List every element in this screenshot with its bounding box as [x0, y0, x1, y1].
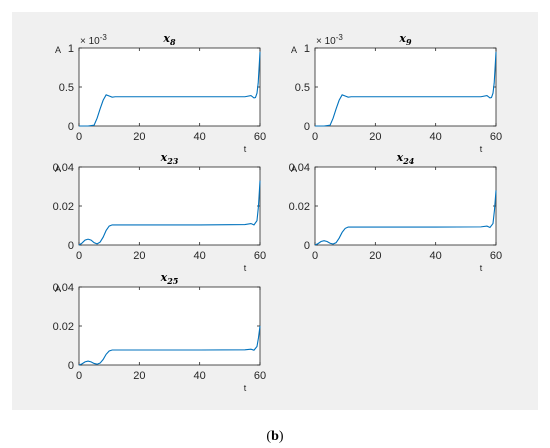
x-tick-label: 0: [76, 250, 82, 262]
x-axis-label: t: [480, 144, 483, 154]
axes-box: [314, 166, 497, 246]
y-tick-label: 0.5: [59, 82, 74, 94]
caption: (b): [266, 429, 283, 444]
y-tick-label: 0.04: [53, 282, 74, 294]
y-tick-label: 1: [68, 43, 74, 55]
y-axis-label: A: [55, 45, 61, 55]
subplot-title: x25: [160, 271, 179, 286]
series-line: [78, 180, 261, 246]
x-axis-label: t: [480, 263, 483, 273]
x-tick-label: 60: [254, 370, 266, 382]
subplot-title: x23: [160, 151, 179, 166]
y-tick-label: 0.04: [289, 162, 310, 174]
x-tick-label: 40: [194, 131, 206, 143]
x-tick-label: 40: [430, 131, 442, 143]
axes-box: [78, 47, 261, 127]
x-tick-label: 0: [312, 131, 318, 143]
axes-box: [78, 286, 261, 366]
y-tick-label: 0.02: [53, 201, 74, 213]
axes-box: [314, 47, 497, 127]
x-tick-label: 0: [76, 370, 82, 382]
y-axis-label: A: [55, 284, 61, 294]
series-line: [78, 325, 261, 366]
y-tick-label: 0: [68, 360, 74, 372]
y-axis-label: A: [55, 164, 61, 174]
x-tick-label: 20: [369, 250, 381, 262]
x-tick-label: 60: [254, 131, 266, 143]
y-tick-label: 0.5: [295, 82, 310, 94]
x-tick-label: 0: [76, 131, 82, 143]
subplot-title: x8: [162, 32, 176, 47]
x-tick-label: 60: [490, 250, 502, 262]
series-line: [315, 51, 497, 127]
x-tick-label: 60: [490, 131, 502, 143]
y-tick-label: 0: [68, 121, 74, 133]
y-tick-label: 0.02: [289, 201, 310, 213]
x-tick-label: 40: [430, 250, 442, 262]
x-tick-label: 40: [194, 250, 206, 262]
x-tick-label: 20: [133, 370, 145, 382]
series-line: [79, 51, 261, 127]
x-axis-label: t: [244, 263, 247, 273]
x-axis-label: t: [244, 383, 247, 393]
y-tick-label: 0.04: [53, 162, 74, 174]
x-axis-label: t: [244, 144, 247, 154]
y-tick-label: 0: [304, 240, 310, 252]
x-tick-label: 40: [194, 370, 206, 382]
x-tick-label: 0: [312, 250, 318, 262]
axes-box: [78, 166, 261, 246]
y-axis-label: A: [291, 164, 297, 174]
y-tick-label: 1: [304, 43, 310, 55]
series-line: [314, 190, 497, 246]
x-tick-label: 20: [133, 131, 145, 143]
subplot-title: x24: [396, 151, 415, 166]
x-tick-label: 20: [369, 131, 381, 143]
y-tick-label: 0: [304, 121, 310, 133]
subplot-title: x9: [398, 32, 412, 47]
y-tick-label: 0.02: [53, 321, 74, 333]
x-tick-label: 60: [254, 250, 266, 262]
y-axis-label: A: [291, 45, 297, 55]
y-tick-label: 0: [68, 240, 74, 252]
x-tick-label: 20: [133, 250, 145, 262]
